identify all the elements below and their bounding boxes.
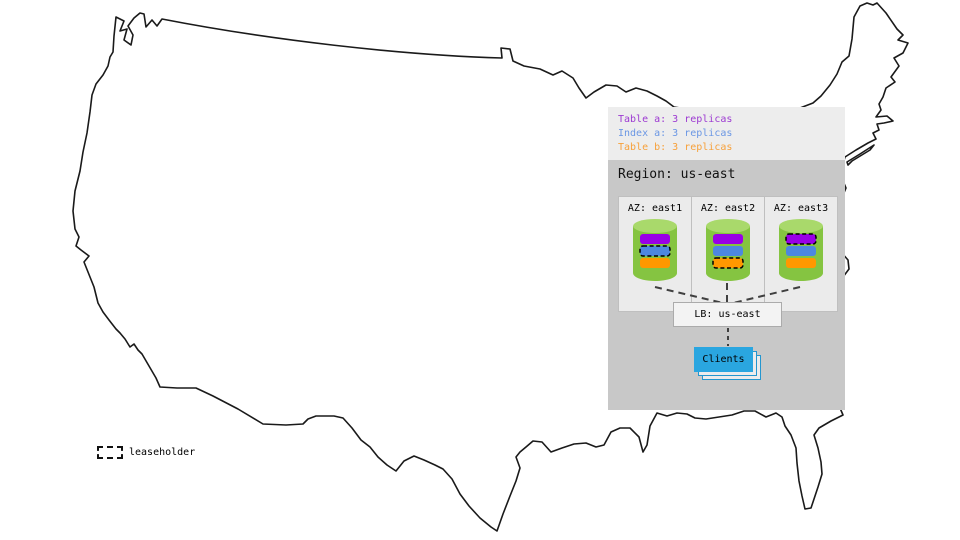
database-cylinder-east3	[779, 219, 823, 281]
replica-table-a-leaseholder	[785, 233, 817, 245]
az-row: AZ: east1 AZ: east2 AZ: east3	[618, 196, 838, 312]
az-east1-box: AZ: east1	[618, 196, 692, 312]
replica-table-b	[786, 258, 816, 268]
replica-table-a	[713, 234, 743, 244]
az-east1-label: AZ: east1	[627, 203, 683, 214]
legend-table-b: Table b: 3 replicas	[618, 142, 733, 153]
az-east3-label: AZ: east3	[773, 203, 829, 214]
az-east2-label: AZ: east2	[700, 203, 756, 214]
region-title: Region: us-east	[618, 167, 736, 182]
replica-index-a	[713, 246, 743, 256]
load-balancer-box: LB: us-east	[673, 302, 782, 327]
leaseholder-dashed-box-icon	[97, 446, 123, 459]
replica-index-a	[786, 246, 816, 256]
leaseholder-key-label: leaseholder	[129, 447, 196, 458]
region-diagram-panel: Table a: 3 replicas Index a: 3 replicas …	[608, 107, 845, 410]
replica-table-b	[640, 258, 670, 268]
database-cylinder-east1	[633, 219, 677, 281]
az-east3-box: AZ: east3	[764, 196, 838, 312]
replica-table-b-leaseholder	[712, 257, 744, 269]
legend-index-a: Index a: 3 replicas	[618, 128, 733, 139]
clients-box: Clients	[694, 347, 753, 372]
database-cylinder-east2	[706, 219, 750, 281]
leaseholder-key: leaseholder	[97, 446, 195, 459]
replica-index-a-leaseholder	[639, 245, 671, 257]
az-east2-box: AZ: east2	[691, 196, 765, 312]
replica-table-a	[640, 234, 670, 244]
legend-table-a: Table a: 3 replicas	[618, 114, 733, 125]
replica-legend: Table a: 3 replicas Index a: 3 replicas …	[608, 107, 845, 160]
